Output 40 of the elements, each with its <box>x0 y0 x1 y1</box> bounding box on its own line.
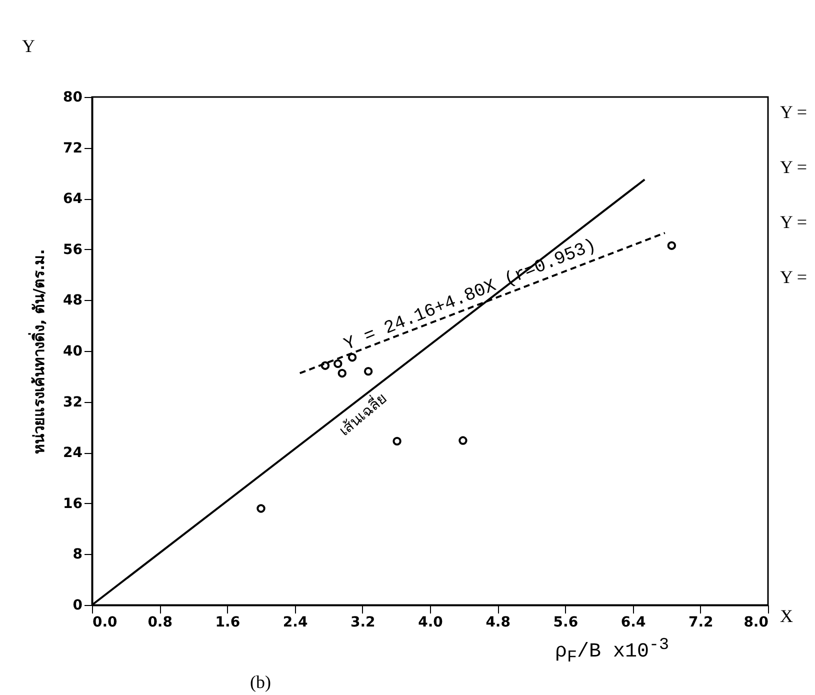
y-tick-label: 56 <box>63 242 82 258</box>
text: X <box>780 606 793 626</box>
x-tick-label: 4.0 <box>418 614 444 630</box>
x-tick-label: 4.8 <box>486 614 511 630</box>
y-tick-label: 16 <box>63 496 82 512</box>
y-tick-label: 80 <box>63 90 83 106</box>
point <box>667 241 676 250</box>
point <box>256 504 266 513</box>
y-tick-label: 72 <box>63 140 82 156</box>
x-tick-label: 6.4 <box>620 614 646 630</box>
y-tick-label: 24 <box>63 445 83 462</box>
text: (b) <box>250 672 271 692</box>
y-tick-label: 64 <box>63 191 83 208</box>
point <box>334 359 342 368</box>
text: Y = <box>780 102 807 122</box>
text: Y <box>22 36 35 56</box>
x-tick-label: 2.4 <box>282 614 308 630</box>
x-tick-label: 3.2 <box>350 614 376 630</box>
point <box>320 361 330 370</box>
point <box>458 436 468 445</box>
text: Y = <box>780 212 807 232</box>
point <box>338 368 346 378</box>
point <box>348 353 357 362</box>
text: Y = <box>780 267 807 287</box>
y-tick-label: 48 <box>63 292 82 309</box>
point <box>364 366 373 376</box>
x-tick-label: 5.6 <box>553 614 578 630</box>
x-tick-label: 7.2 <box>688 614 714 630</box>
x-tick-label: 0.0 <box>92 614 118 630</box>
x-tick-label: 1.6 <box>215 614 240 630</box>
text: Y = <box>780 157 807 177</box>
y-tick-label: 8 <box>72 546 82 563</box>
point <box>392 436 402 446</box>
y-tick-label: 40 <box>63 344 83 360</box>
y-tick-label: 32 <box>63 394 82 410</box>
y-axis-title: หน่วยแรงเค้นทางดิ่ง, ตัน/ตร.ม. <box>28 249 48 454</box>
x-tick-label: 0.8 <box>148 614 173 630</box>
y-tick-label: 0 <box>72 598 83 614</box>
x-tick-label: 8.0 <box>744 614 769 630</box>
x-axis-title: ρ$_{F}$/B x10$^{-3}$ <box>555 636 670 668</box>
